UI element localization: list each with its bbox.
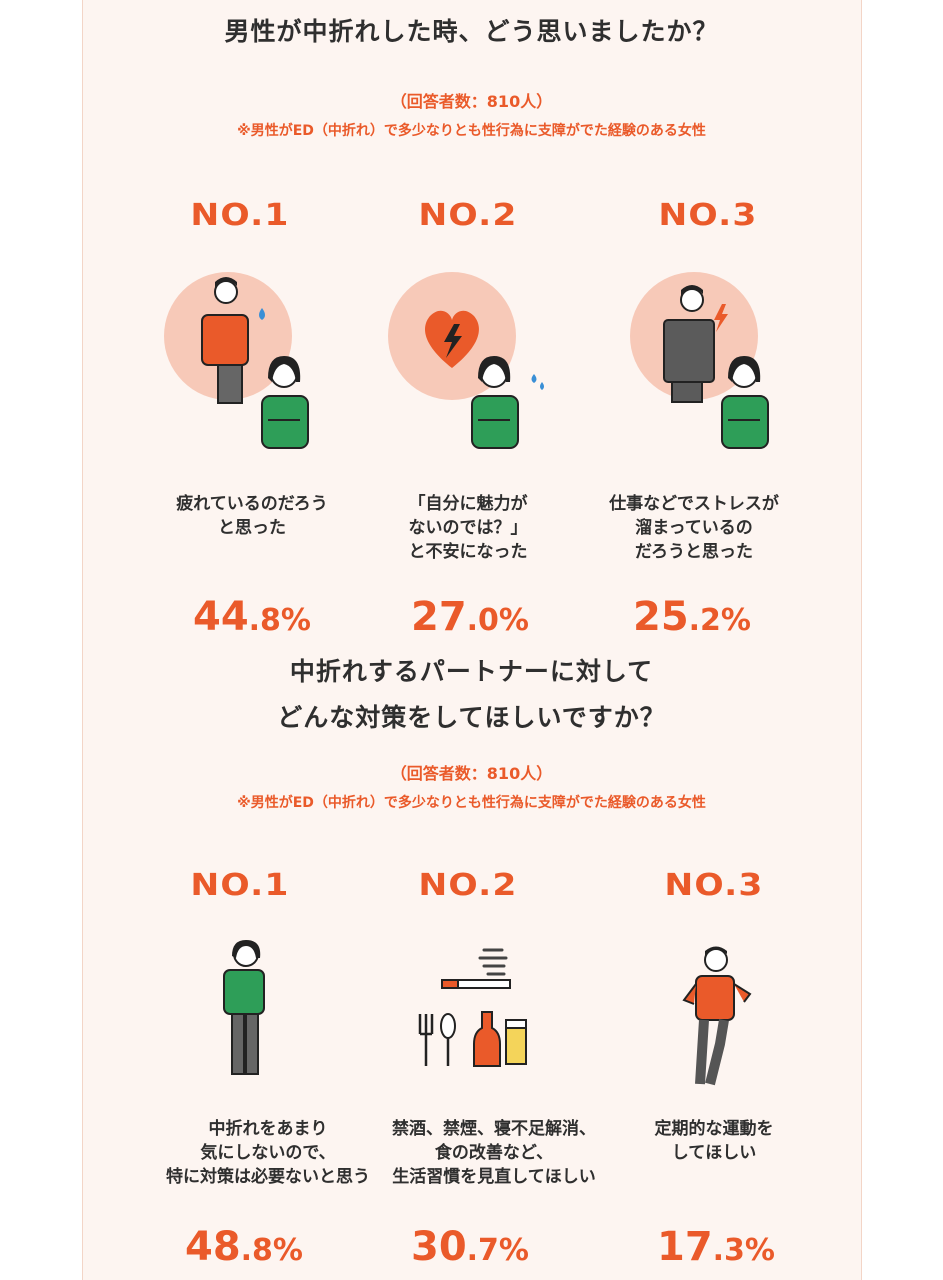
infographic-panel (82, 0, 862, 1280)
section1-pct-1: 44.8% (192, 594, 311, 640)
section2-title-line2: どんな対策をしてほしいですか？ (277, 703, 666, 732)
broken-heart-illustration (388, 272, 544, 449)
section2-title-line1: 中折れするパートナーに対して (289, 657, 654, 686)
section1-desc-2: 「自分に魅力が ないのでは？」 と不安になった (408, 494, 528, 562)
stressed-man-illustration (630, 272, 769, 449)
section1-desc-3: 仕事などでストレスが 溜まっているの だろうと思った (609, 494, 779, 562)
section2-respondents: （回答者数：810人） (390, 764, 553, 783)
section2-desc-2: 禁酒、禁煙、寝不足解消、 食の改善など、 生活習慣を見直してほしい (392, 1119, 596, 1187)
section1-condition: ※男性がED（中折れ）で多少なりとも性行為に支障がでた経験のある女性 (237, 123, 706, 139)
exercising-man-illustration (682, 946, 752, 1086)
section2-rank-3: NO.3 (664, 868, 764, 903)
relaxed-woman-illustration (223, 940, 265, 1075)
section2-rank-1: NO.1 (190, 868, 290, 903)
section1-title: 男性が中折れした時、どう思いましたか？ (224, 17, 719, 46)
section1-respondents: （回答者数：810人） (390, 92, 553, 111)
tired-man-illustration (164, 272, 309, 449)
section1-rank-1: NO.1 (190, 198, 290, 233)
section2-rank-2: NO.2 (418, 868, 518, 903)
section1-desc-1: 疲れているのだろう と思った (176, 494, 328, 538)
section2-desc-3: 定期的な運動を してほしい (654, 1119, 774, 1163)
section2-pct-1: 48.8% (184, 1224, 303, 1270)
section2-pct-2: 30.7% (410, 1224, 529, 1270)
section1-rank-3: NO.3 (658, 198, 758, 233)
section1-rank-2: NO.2 (418, 198, 518, 233)
section1-pct-2: 27.0% (410, 594, 529, 640)
section1-pct-3: 25.2% (632, 594, 751, 640)
habits-illustration (418, 948, 527, 1067)
section2-pct-3: 17.3% (656, 1224, 775, 1270)
section2-condition: ※男性がED（中折れ）で多少なりとも性行為に支障がでた経験のある女性 (237, 795, 706, 811)
section2-desc-1: 中折れをあまり 気にしないので、 特に対策は必要ないと思う (166, 1119, 370, 1187)
